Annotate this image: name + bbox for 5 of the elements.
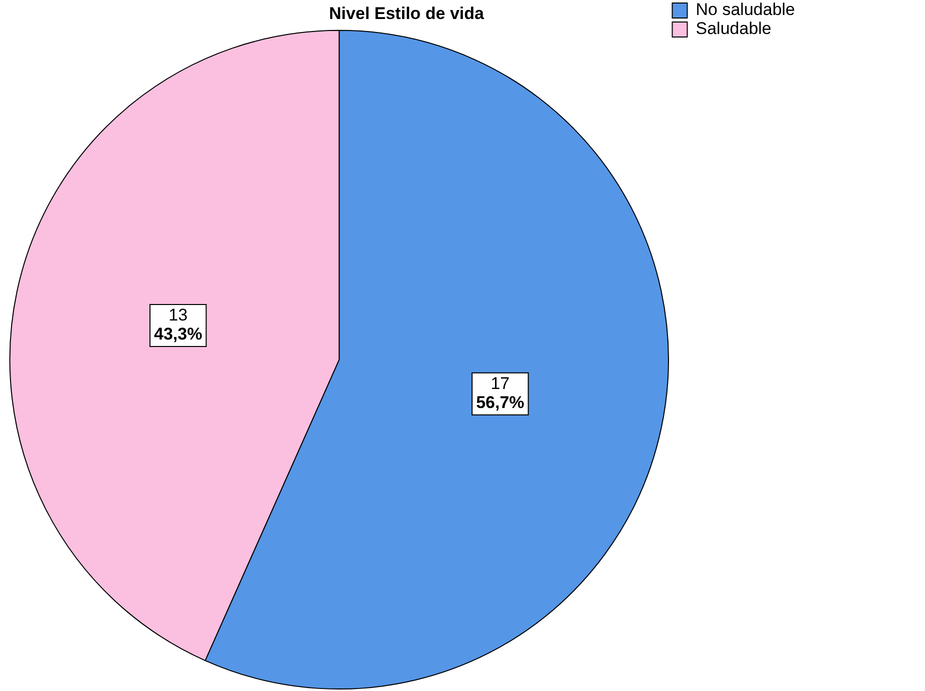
data-label: 17 56,7% <box>476 374 524 412</box>
legend-label: Saludable <box>696 19 772 38</box>
legend-label: No saludable <box>696 0 796 20</box>
chart-title: Nivel Estilo de vida <box>329 4 485 23</box>
data-label: 13 43,3% <box>154 306 202 344</box>
